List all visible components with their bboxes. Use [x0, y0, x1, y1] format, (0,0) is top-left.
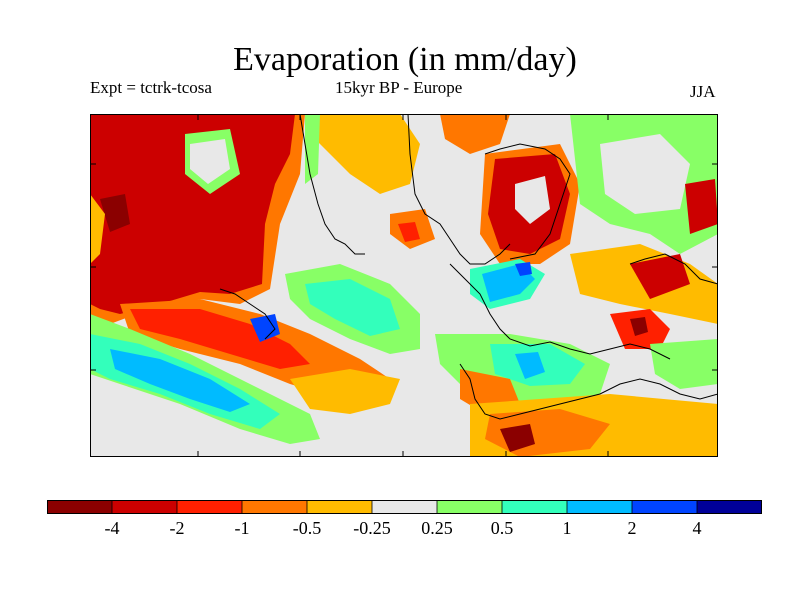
coastlines — [219, 114, 718, 420]
scandinavia-grey-hole — [515, 176, 550, 224]
colorbar-swatch — [567, 500, 633, 514]
north-green-strip — [305, 114, 320, 184]
west-red-block — [90, 114, 295, 314]
central-cyan-blob — [305, 279, 400, 336]
colorbar-swatch — [502, 500, 568, 514]
colorbar-swatch — [632, 500, 698, 514]
colorbar-label: -0.25 — [353, 518, 391, 538]
west-yellow-edge — [90, 194, 105, 264]
map-ticks — [90, 114, 718, 457]
map-title: Evaporation (in mm/day) — [233, 41, 577, 78]
colorbar-swatch — [372, 500, 438, 514]
east-med-darkred — [630, 317, 648, 336]
colorbar-label: -0.5 — [292, 518, 322, 538]
sw-yellow-tongue — [290, 369, 400, 414]
baltic-deepblue — [515, 262, 532, 276]
colorbar-frame — [47, 500, 762, 514]
north-orange-band — [305, 114, 420, 194]
map-frame — [90, 114, 718, 457]
med-blue — [515, 352, 545, 379]
east-med-green — [650, 339, 718, 389]
colorbar-label: 0.25 — [421, 518, 453, 538]
central-blue-spot — [250, 314, 280, 342]
colorbar-label: -4 — [104, 518, 120, 538]
east-grey-hole — [600, 134, 690, 214]
sw-red-tongue — [130, 309, 310, 369]
colorbar-label: -2 — [169, 518, 185, 538]
colorbar-swatch — [47, 500, 113, 514]
central-red-spot — [398, 222, 420, 242]
period-label: 15kyr BP - Europe — [335, 78, 463, 97]
colorbar-swatch — [242, 500, 308, 514]
north-orange-top — [440, 114, 510, 154]
colorbar-swatch — [112, 500, 178, 514]
colorbar-label: 2 — [627, 518, 637, 538]
colorbar-label: 4 — [692, 518, 702, 538]
colorbar-label: 0.5 — [490, 518, 514, 538]
east-red-strip — [630, 254, 690, 299]
west-grey-hole — [190, 139, 230, 184]
colorbar-swatch — [307, 500, 373, 514]
colorbar-label: -1 — [234, 518, 250, 538]
experiment-label: Expt = tctrk-tcosa — [90, 78, 212, 97]
west-darkred-patch — [100, 194, 130, 232]
colorbar-swatch — [177, 500, 243, 514]
colorbar-label: 1 — [562, 518, 572, 538]
east-red-top — [685, 179, 718, 234]
colorbar — [47, 500, 762, 514]
colorbar-swatch — [437, 500, 503, 514]
sw-blue-band — [110, 349, 250, 412]
colorbar-swatch — [697, 500, 762, 514]
south-darkred-speckle — [500, 424, 535, 452]
season-label: JJA — [690, 82, 716, 101]
evaporation-map — [90, 114, 718, 457]
